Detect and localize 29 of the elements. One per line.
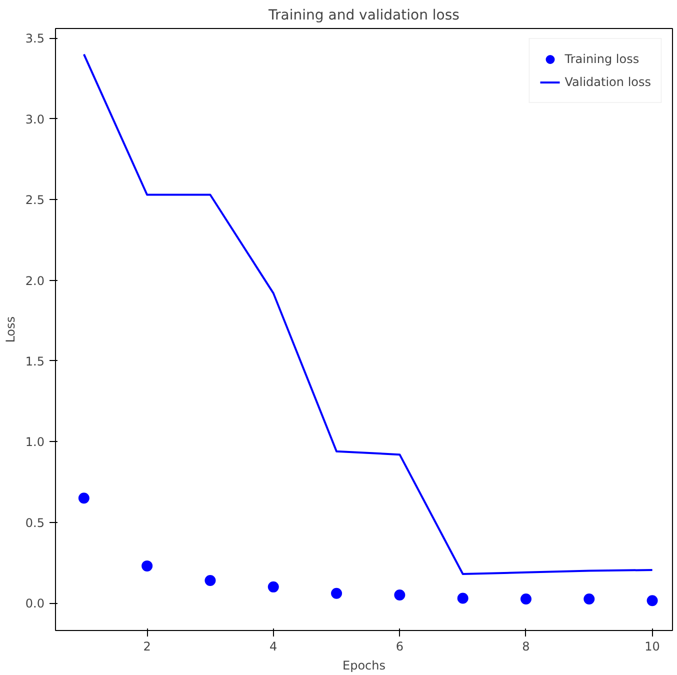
- x-axis-title: Epochs: [342, 658, 386, 672]
- legend-label: Training loss: [564, 52, 640, 66]
- y-tick-label: 2.5: [25, 193, 45, 208]
- point: [204, 574, 216, 586]
- y-tick-label: 1.0: [25, 435, 45, 450]
- y-tick-label: 0.0: [25, 596, 45, 611]
- point: [646, 595, 658, 606]
- point: [331, 588, 342, 599]
- y-tick-label: 1.5: [25, 354, 45, 368]
- point: [268, 581, 279, 592]
- point: [78, 492, 90, 504]
- line-series: [82, 53, 654, 576]
- point: [394, 590, 406, 600]
- y-tick-label: 2.0: [25, 274, 45, 288]
- x-tick-label: 10: [644, 640, 660, 654]
- x-tick-label: 6: [396, 640, 404, 654]
- y-tick-label: 0.5: [25, 516, 45, 530]
- y-tick-label: 3.0: [25, 112, 45, 126]
- point: [520, 594, 532, 605]
- point: [457, 592, 468, 604]
- point: [584, 594, 595, 605]
- x-tick-label: 4: [270, 640, 278, 654]
- x-tick-label: 2: [143, 640, 151, 654]
- y-axis-title: Loss: [3, 316, 18, 343]
- y-tick-label: 3.5: [25, 32, 45, 46]
- legend-label: Validation loss: [564, 75, 651, 89]
- chart-title: Training and validation loss: [268, 8, 460, 24]
- x-tick-label: 8: [522, 640, 530, 654]
- point: [142, 560, 153, 572]
